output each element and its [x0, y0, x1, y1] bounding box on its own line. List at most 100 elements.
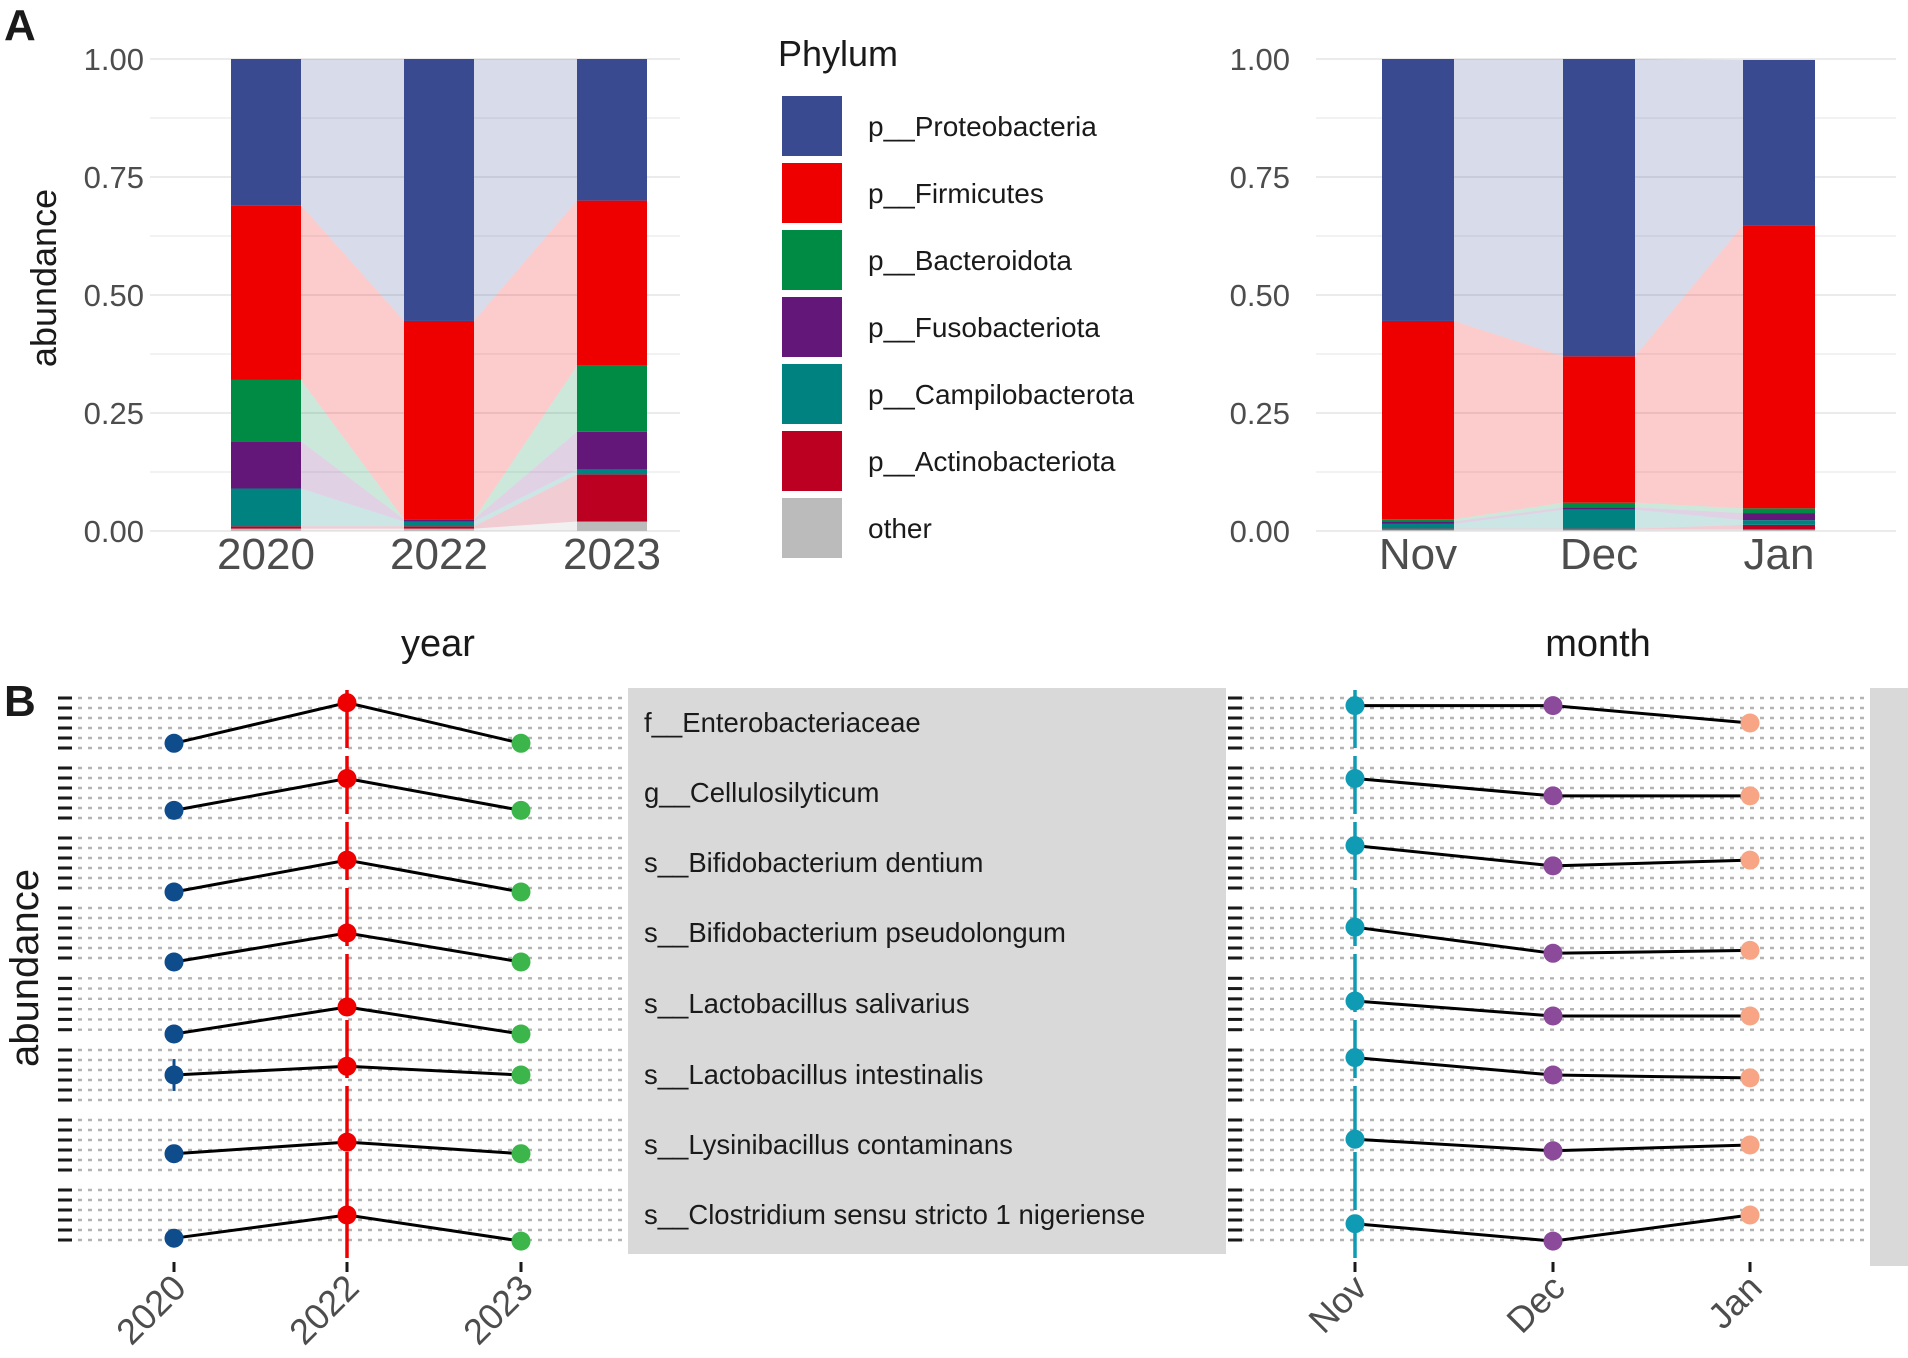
y-tick-label: 0.00: [1230, 514, 1290, 549]
legend-label: p__Fusobacteriota: [868, 312, 1100, 343]
data-point: [1345, 1214, 1365, 1234]
flow-band: [301, 526, 404, 529]
data-point: [1345, 917, 1365, 937]
data-point: [1740, 786, 1760, 806]
data-point: [1740, 1068, 1760, 1088]
legend-swatch: [782, 96, 842, 156]
flow-band: [301, 379, 404, 520]
bar-segment: [1382, 320, 1454, 520]
taxon-label: s__Lactobacillus salivarius: [644, 988, 970, 1019]
flow-band: [1454, 320, 1563, 520]
flow-band: [1454, 59, 1563, 357]
y-tick-label: 0.75: [1230, 160, 1290, 195]
flow-band: [301, 205, 404, 520]
legend-label: p__Bacteroidota: [868, 245, 1072, 276]
data-point: [164, 1228, 184, 1248]
panel-label-a: A: [4, 1, 36, 50]
data-point: [1543, 943, 1563, 963]
bar-segment: [404, 528, 474, 531]
bar-segment: [1382, 521, 1454, 524]
chart-abundance-by-year: 0.00 0.25 0.50 0.75 1.00 2020 2022 2023 abunda…: [23, 42, 680, 579]
flow-band: [1635, 507, 1743, 521]
data-point: [1543, 1065, 1563, 1085]
legend-label: p__Firmicutes: [868, 178, 1044, 209]
flow-band: [1635, 59, 1743, 357]
data-point: [164, 1024, 184, 1044]
data-point: [337, 1132, 357, 1152]
data-point: [511, 1144, 531, 1164]
bar-segment: [1563, 59, 1635, 357]
data-point: [164, 882, 184, 902]
flow-band: [1635, 529, 1743, 531]
y-axis-label: abundance: [23, 189, 64, 367]
data-point: [164, 733, 184, 753]
data-point: [1543, 1141, 1563, 1161]
bar-segment: [1743, 524, 1815, 530]
bar-segment: [577, 431, 647, 470]
taxon-label: f__Enterobacteriaceae: [644, 707, 921, 738]
data-point: [164, 1144, 184, 1164]
legend-label: p__Campilobacterota: [868, 379, 1135, 410]
taxon-label: s__Bifidobacterium pseudolongum: [644, 917, 1066, 948]
x-tick-label: 2022: [390, 530, 488, 579]
taxa-label-strip: [628, 688, 1226, 1254]
data-point: [511, 1231, 531, 1251]
flow-band: [301, 59, 404, 321]
y-tick-label: 1.00: [84, 42, 144, 77]
data-point: [1543, 1231, 1563, 1251]
data-point: [164, 800, 184, 820]
bar-segment: [577, 365, 647, 432]
y-tick-label: 0.50: [84, 278, 144, 313]
bar-segment: [1563, 356, 1635, 503]
legend-label: other: [868, 513, 932, 544]
y-tick-label: 1.00: [1230, 42, 1290, 77]
facet-title-year: year: [401, 623, 475, 665]
bar-segment: [1382, 519, 1454, 522]
data-point: [1740, 940, 1760, 960]
data-point: [511, 733, 531, 753]
taxon-label: s__Lactobacillus intestinalis: [644, 1059, 983, 1090]
bar-segment: [1743, 508, 1815, 514]
bar-segment: [231, 488, 301, 527]
bar-segment: [231, 526, 301, 529]
bar-segment: [1563, 502, 1635, 508]
flow-band: [1635, 509, 1743, 529]
data-point: [1543, 786, 1563, 806]
data-point: [1543, 1006, 1563, 1026]
legend-swatch: [782, 498, 842, 558]
flow-band: [474, 431, 577, 522]
legend-swatch: [782, 364, 842, 424]
bar-segment: [231, 205, 301, 380]
bar-segment: [1743, 59, 1815, 226]
data-point: [1740, 1135, 1760, 1155]
flow-band: [1635, 524, 1743, 530]
bar-segment: [577, 521, 647, 531]
bar-segment: [404, 59, 474, 321]
flow-band: [474, 365, 577, 520]
data-point: [1345, 769, 1365, 788]
bar-segment: [1563, 507, 1635, 510]
data-point: [337, 997, 357, 1017]
flow-band: [474, 469, 577, 527]
data-point: [511, 1065, 531, 1085]
legend-title: Phylum: [778, 33, 898, 74]
bar-segment: [1743, 513, 1815, 521]
x-tick-label: Dec: [1560, 530, 1638, 579]
facet-strip-right: [1870, 688, 1908, 1266]
y-tick-label: 0.00: [84, 514, 144, 549]
bar-segment: [1743, 520, 1815, 525]
flow-band: [301, 441, 404, 522]
data-point: [337, 850, 357, 870]
legend-swatch: [782, 431, 842, 491]
flow-band: [474, 59, 577, 321]
data-point: [1345, 991, 1365, 1011]
bar-segment: [577, 469, 647, 475]
data-point: [1345, 1129, 1365, 1149]
data-point: [337, 769, 357, 788]
data-point: [1740, 713, 1760, 733]
flow-band: [301, 488, 404, 527]
bar-segment: [577, 474, 647, 522]
data-point: [511, 952, 531, 972]
legend-swatch: [782, 297, 842, 357]
data-point: [1543, 856, 1563, 876]
